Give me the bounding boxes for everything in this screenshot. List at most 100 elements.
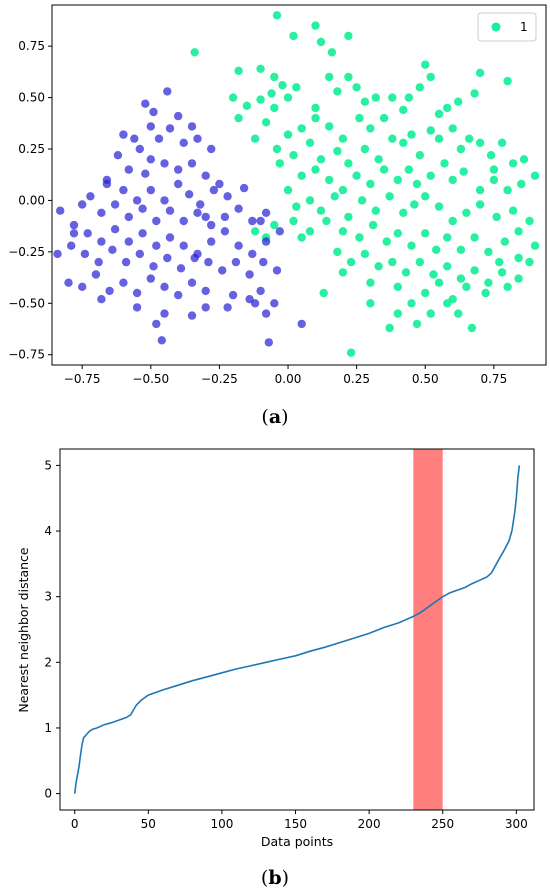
legend-marker bbox=[491, 22, 501, 32]
scatter-point bbox=[519, 155, 529, 164]
scatter-point bbox=[201, 286, 210, 296]
scatter-point bbox=[456, 144, 466, 154]
scatter-point bbox=[250, 299, 260, 308]
scatter-point bbox=[415, 257, 424, 267]
scatter-x-ticks: −0.75 −0.50 −0.25 0.00 0.25 0.50 0.75 bbox=[64, 365, 507, 386]
scatter-point bbox=[209, 185, 219, 195]
x-tick-label: −0.25 bbox=[201, 372, 238, 386]
scatter-point bbox=[374, 262, 383, 271]
scatter-point bbox=[426, 126, 435, 135]
scatter-point bbox=[404, 93, 413, 102]
scatter-point bbox=[146, 155, 155, 164]
caption-a: (a) bbox=[261, 406, 288, 428]
scatter-point bbox=[421, 229, 430, 238]
scatter-point bbox=[415, 151, 424, 160]
y-tick-label: 3 bbox=[44, 590, 52, 604]
scatter-point bbox=[297, 233, 306, 242]
scatter-point bbox=[366, 278, 375, 287]
scatter-point bbox=[388, 257, 397, 267]
scatter-point bbox=[69, 220, 79, 230]
scatter-point bbox=[157, 336, 166, 345]
scatter-point bbox=[152, 216, 161, 226]
scatter-point bbox=[305, 196, 315, 205]
scatter-point bbox=[245, 270, 254, 279]
scatter-point bbox=[459, 167, 468, 176]
scatter-point bbox=[371, 93, 380, 102]
scatter-point bbox=[448, 124, 457, 133]
scatter-point bbox=[261, 208, 271, 217]
scatter-point bbox=[97, 208, 106, 217]
scatter-point bbox=[393, 229, 402, 238]
scatter-point bbox=[404, 165, 413, 174]
scatter-point bbox=[250, 134, 260, 143]
scatter-point bbox=[385, 323, 394, 333]
scatter-point bbox=[486, 151, 496, 160]
x-tick-label: −0.75 bbox=[64, 372, 101, 386]
scatter-point bbox=[97, 295, 106, 304]
scatter-point bbox=[440, 159, 449, 168]
scatter-point bbox=[368, 220, 378, 230]
scatter-point bbox=[316, 37, 326, 47]
highlight-band bbox=[413, 449, 443, 810]
scatter-point bbox=[196, 200, 205, 209]
scatter-point bbox=[344, 72, 353, 82]
scatter-point bbox=[138, 204, 147, 213]
scatter-point bbox=[256, 216, 265, 226]
scatter-point bbox=[231, 257, 241, 267]
x-tick-label: 100 bbox=[210, 817, 233, 831]
scatter-point bbox=[338, 227, 348, 236]
scatter-point bbox=[366, 179, 375, 189]
scatter-point bbox=[503, 185, 512, 195]
scatter-point bbox=[462, 208, 471, 217]
scatter-point bbox=[267, 89, 276, 98]
scatter-point bbox=[495, 257, 504, 267]
scatter-point bbox=[366, 299, 375, 308]
scatter-point bbox=[121, 257, 131, 267]
scatter-point bbox=[248, 216, 257, 226]
scatter-point bbox=[426, 309, 435, 318]
scatter-point bbox=[179, 241, 188, 250]
x-tick-label: 50 bbox=[141, 817, 156, 831]
scatter-point bbox=[242, 101, 252, 111]
scatter-point bbox=[130, 134, 139, 143]
x-tick-label: 0.75 bbox=[480, 372, 507, 386]
scatter-point bbox=[152, 241, 161, 250]
scatter-point bbox=[234, 204, 243, 213]
scatter-point bbox=[530, 171, 540, 180]
scatter-point bbox=[297, 319, 306, 329]
scatter-point bbox=[228, 93, 238, 102]
scatter-point bbox=[489, 165, 499, 174]
scatter-point bbox=[83, 229, 92, 238]
scatter-point bbox=[97, 237, 106, 246]
scatter-point bbox=[174, 179, 183, 189]
scatter-point bbox=[138, 229, 147, 238]
scatter-point bbox=[119, 278, 128, 287]
scatter-point bbox=[357, 196, 367, 205]
scatter-point bbox=[91, 270, 101, 279]
scatter-point bbox=[325, 72, 334, 82]
line-x-ticks: 0 50 100 150 200 250 300 bbox=[71, 810, 528, 831]
scatter-point bbox=[508, 206, 518, 215]
scatter-point bbox=[163, 253, 172, 263]
scatter-point bbox=[132, 288, 142, 298]
scatter-point bbox=[149, 262, 158, 271]
scatter-point bbox=[193, 208, 202, 217]
scatter-point bbox=[201, 212, 210, 222]
scatter-point bbox=[108, 245, 117, 254]
x-tick-label: 0.25 bbox=[343, 372, 370, 386]
scatter-point bbox=[467, 323, 477, 333]
scatter-point bbox=[272, 144, 282, 154]
scatter-point bbox=[272, 11, 282, 20]
scatter-point bbox=[223, 192, 232, 201]
scatter-point bbox=[185, 190, 194, 199]
scatter-point bbox=[316, 206, 326, 215]
scatter-point bbox=[261, 237, 271, 246]
scatter-point bbox=[283, 93, 293, 102]
scatter-point bbox=[215, 179, 224, 189]
scatter-point bbox=[141, 99, 150, 108]
scatter-point bbox=[421, 288, 430, 298]
scatter-point bbox=[250, 227, 260, 236]
scatter-point bbox=[525, 257, 534, 267]
scatter-point bbox=[311, 165, 320, 174]
